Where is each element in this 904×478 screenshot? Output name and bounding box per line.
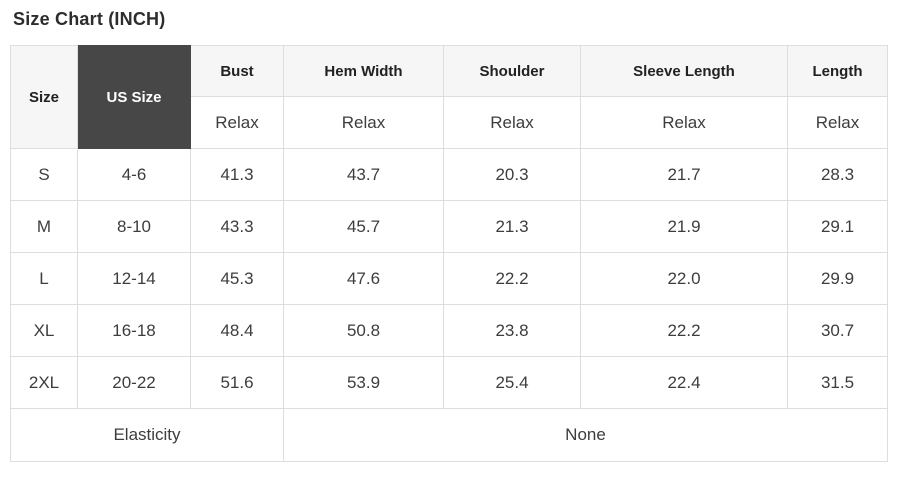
size-cell: M [10, 200, 78, 253]
shoulder-cell: 23.8 [443, 304, 581, 357]
sleeve-length-cell: 21.7 [580, 148, 788, 201]
col-header-bust: Bust [190, 45, 284, 97]
hem-width-cell: 47.6 [283, 252, 444, 305]
length-cell: 31.5 [787, 356, 888, 409]
fit-cell-hem-width: Relax [283, 96, 444, 149]
us-size-cell: 20-22 [77, 356, 191, 409]
page-title: Size Chart (INCH) [13, 9, 166, 29]
hem-width-cell: 50.8 [283, 304, 444, 357]
elasticity-row: Elasticity None [10, 408, 888, 462]
bust-cell: 41.3 [190, 148, 284, 201]
col-header-size: Size [10, 45, 78, 149]
fit-cell-sleeve-length: Relax [580, 96, 788, 149]
size-chart-panel: Size Chart (INCH) Size US Size Bust Hem … [10, 9, 888, 462]
table-row-s: S 4-6 41.3 43.7 20.3 21.7 28.3 [10, 148, 888, 201]
hem-width-cell: 45.7 [283, 200, 444, 253]
hem-width-cell: 43.7 [283, 148, 444, 201]
table-row-m: M 8-10 43.3 45.7 21.3 21.9 29.1 [10, 200, 888, 253]
length-cell: 28.3 [787, 148, 888, 201]
sleeve-length-cell: 21.9 [580, 200, 788, 253]
size-cell: XL [10, 304, 78, 357]
table-row-l: L 12-14 45.3 47.6 22.2 22.0 29.9 [10, 252, 888, 305]
fit-cell-length: Relax [787, 96, 888, 149]
bust-cell: 48.4 [190, 304, 284, 357]
fit-row: Relax Relax Relax Relax Relax [11, 96, 888, 149]
elasticity-label: Elasticity [10, 408, 284, 462]
bust-cell: 51.6 [190, 356, 284, 409]
col-header-us-size: US Size [77, 45, 191, 149]
length-cell: 29.9 [787, 252, 888, 305]
us-size-cell: 16-18 [77, 304, 191, 357]
length-cell: 29.1 [787, 200, 888, 253]
size-cell: 2XL [10, 356, 78, 409]
table-row-2xl: 2XL 20-22 51.6 53.9 25.4 22.4 31.5 [10, 356, 888, 409]
elasticity-value: None [283, 408, 888, 462]
table-row-xl: XL 16-18 48.4 50.8 23.8 22.2 30.7 [10, 304, 888, 357]
us-size-cell: 8-10 [77, 200, 191, 253]
header-row: Size US Size Bust Hem Width Shoulder Sle… [10, 45, 888, 149]
size-chart-table: Size US Size Bust Hem Width Shoulder Sle… [10, 45, 888, 462]
us-size-cell: 4-6 [77, 148, 191, 201]
shoulder-cell: 21.3 [443, 200, 581, 253]
fit-cell-bust: Relax [190, 96, 284, 149]
fit-cell-shoulder: Relax [443, 96, 581, 149]
shoulder-cell: 22.2 [443, 252, 581, 305]
sleeve-length-cell: 22.0 [580, 252, 788, 305]
bust-cell: 45.3 [190, 252, 284, 305]
length-cell: 30.7 [787, 304, 888, 357]
bust-cell: 43.3 [190, 200, 284, 253]
col-header-hem-width: Hem Width [283, 45, 444, 97]
size-cell: L [10, 252, 78, 305]
col-header-length: Length [787, 45, 888, 97]
shoulder-cell: 25.4 [443, 356, 581, 409]
sleeve-length-cell: 22.2 [580, 304, 788, 357]
shoulder-cell: 20.3 [443, 148, 581, 201]
size-cell: S [10, 148, 78, 201]
us-size-cell: 12-14 [77, 252, 191, 305]
col-header-shoulder: Shoulder [443, 45, 581, 97]
hem-width-cell: 53.9 [283, 356, 444, 409]
col-header-sleeve-length: Sleeve Length [580, 45, 788, 97]
sleeve-length-cell: 22.4 [580, 356, 788, 409]
